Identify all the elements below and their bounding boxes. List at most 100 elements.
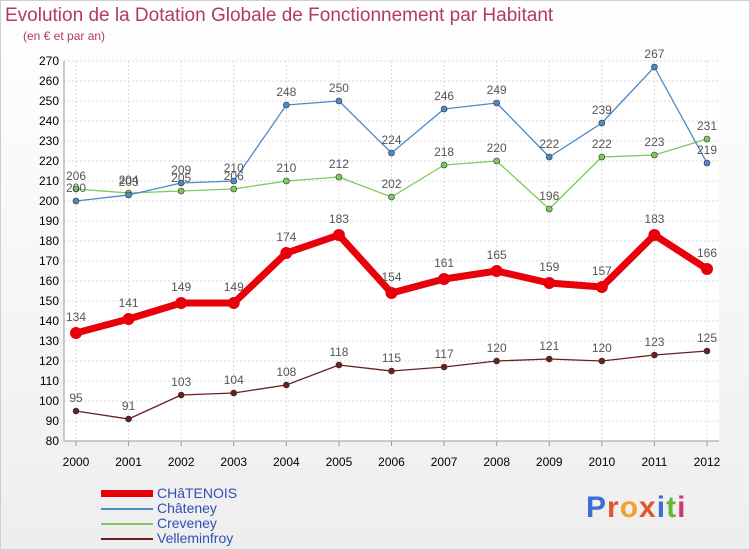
data-label-velleminfroy: 120 bbox=[592, 341, 612, 355]
logo-letter: i bbox=[656, 491, 667, 524]
x-tick-label: 2012 bbox=[694, 455, 721, 469]
data-label-creveney: 206 bbox=[66, 169, 86, 183]
y-tick-label: 180 bbox=[39, 234, 59, 248]
y-tick-label: 130 bbox=[39, 334, 59, 348]
data-point-chateney bbox=[230, 177, 238, 185]
data-point-chateney bbox=[545, 153, 553, 161]
data-label-chateney: 203 bbox=[119, 175, 139, 189]
data-label-chateney: 239 bbox=[592, 103, 612, 117]
data-label-chateney: 267 bbox=[644, 47, 664, 61]
x-tick-label: 2003 bbox=[220, 455, 247, 469]
y-tick-label: 200 bbox=[39, 194, 59, 208]
data-label-velleminfroy: 120 bbox=[487, 341, 507, 355]
data-label-chateney: 248 bbox=[276, 85, 296, 99]
data-label-velleminfroy: 123 bbox=[644, 335, 664, 349]
logo-letter: P bbox=[586, 491, 608, 524]
legend-label-velleminfroy: Velleminfroy bbox=[157, 530, 234, 546]
y-tick-label: 210 bbox=[39, 174, 59, 188]
data-point-chatenois bbox=[175, 297, 188, 309]
data-point-creveney bbox=[230, 185, 238, 193]
data-point-velleminfroy bbox=[493, 357, 500, 365]
data-point-chatenois bbox=[227, 297, 240, 309]
data-point-velleminfroy bbox=[177, 391, 185, 399]
data-point-velleminfroy bbox=[703, 347, 711, 355]
data-label-velleminfroy: 95 bbox=[69, 391, 83, 405]
legend-swatch-creveney bbox=[101, 523, 153, 525]
data-label-creveney: 212 bbox=[329, 157, 349, 171]
legend-swatch-chatenois bbox=[101, 490, 153, 497]
x-tick-label: 2000 bbox=[63, 455, 90, 469]
y-tick-label: 80 bbox=[46, 434, 60, 448]
data-label-chateney: 210 bbox=[224, 161, 244, 175]
y-tick-label: 90 bbox=[46, 414, 60, 428]
y-tick-label: 160 bbox=[39, 274, 59, 288]
data-point-chatenois bbox=[332, 229, 345, 241]
data-label-chatenois: 174 bbox=[276, 230, 296, 244]
data-point-velleminfroy bbox=[388, 367, 395, 375]
data-point-velleminfroy bbox=[545, 355, 553, 363]
data-label-chatenois: 161 bbox=[434, 256, 454, 270]
y-tick-label: 220 bbox=[39, 154, 59, 168]
data-label-creveney: 210 bbox=[276, 161, 296, 175]
data-label-chatenois: 154 bbox=[381, 270, 401, 284]
legend-label-chatenois: CHâTENOIS bbox=[157, 485, 238, 501]
data-label-creveney: 196 bbox=[539, 189, 559, 203]
data-point-velleminfroy bbox=[283, 381, 290, 389]
data-point-chateney bbox=[388, 149, 395, 157]
data-label-chatenois: 183 bbox=[644, 212, 664, 226]
data-label-velleminfroy: 103 bbox=[171, 375, 191, 389]
data-label-chatenois: 134 bbox=[66, 310, 86, 324]
data-label-chateney: 222 bbox=[539, 137, 559, 151]
data-point-creveney bbox=[703, 135, 711, 143]
y-tick-label: 190 bbox=[39, 214, 59, 228]
data-point-chatenois bbox=[70, 327, 82, 339]
data-point-chatenois bbox=[438, 273, 451, 285]
data-point-creveney bbox=[651, 151, 658, 159]
chart-subtitle: (en € et par an) bbox=[23, 29, 106, 43]
chart-title: Evolution de la Dotation Globale de Fonc… bbox=[5, 5, 554, 26]
x-tick-label: 2010 bbox=[588, 455, 615, 469]
data-point-chateney bbox=[177, 179, 185, 187]
data-point-chateney bbox=[440, 105, 448, 113]
data-label-creveney: 220 bbox=[487, 141, 507, 155]
data-label-creveney: 222 bbox=[592, 137, 612, 151]
data-label-chatenois: 141 bbox=[119, 296, 139, 310]
x-tick-label: 2008 bbox=[483, 455, 510, 469]
data-label-velleminfroy: 108 bbox=[276, 365, 296, 379]
y-tick-label: 230 bbox=[39, 134, 59, 148]
data-point-creveney bbox=[440, 161, 448, 169]
data-point-creveney bbox=[388, 193, 395, 201]
y-tick-label: 260 bbox=[39, 74, 59, 88]
data-label-chateney: 246 bbox=[434, 89, 454, 103]
data-point-chateney bbox=[598, 119, 606, 127]
proxiti-logo: Proxiti bbox=[586, 491, 686, 525]
data-label-chateney: 200 bbox=[66, 181, 86, 195]
data-point-chatenois bbox=[490, 265, 503, 277]
y-tick-label: 110 bbox=[40, 374, 59, 388]
y-tick-label: 240 bbox=[39, 114, 59, 128]
data-point-velleminfroy bbox=[651, 351, 658, 359]
data-point-creveney bbox=[177, 187, 185, 195]
data-label-velleminfroy: 115 bbox=[382, 351, 401, 365]
data-point-velleminfroy bbox=[335, 361, 343, 369]
data-point-creveney bbox=[493, 157, 500, 165]
data-label-velleminfroy: 117 bbox=[435, 347, 454, 361]
data-label-chatenois: 166 bbox=[697, 246, 717, 260]
y-tick-label: 270 bbox=[39, 54, 59, 68]
data-point-chatenois bbox=[543, 277, 556, 289]
y-tick-label: 120 bbox=[39, 354, 59, 368]
data-label-chatenois: 159 bbox=[539, 260, 559, 274]
data-point-velleminfroy bbox=[125, 415, 132, 423]
x-tick-label: 2004 bbox=[273, 455, 300, 469]
data-point-creveney bbox=[283, 177, 290, 185]
data-label-velleminfroy: 91 bbox=[122, 399, 136, 413]
data-label-chateney: 249 bbox=[487, 83, 507, 97]
data-point-chateney bbox=[493, 99, 500, 107]
data-point-velleminfroy bbox=[440, 363, 448, 371]
x-tick-label: 2002 bbox=[168, 455, 195, 469]
data-label-chateney: 209 bbox=[171, 163, 191, 177]
logo-letter: r bbox=[607, 491, 620, 524]
y-tick-label: 150 bbox=[39, 294, 59, 308]
data-point-chateney bbox=[283, 101, 290, 109]
